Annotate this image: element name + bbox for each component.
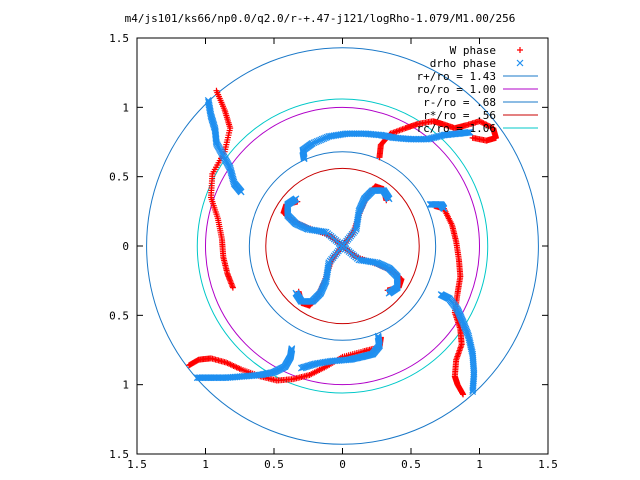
ring-2 xyxy=(248,151,437,341)
ring-layer xyxy=(146,47,539,445)
point-1-9 xyxy=(297,364,305,372)
legend-item: drho phase xyxy=(430,57,524,70)
legend-label: rc/ro = 1.06 xyxy=(417,122,496,135)
point-1-7 xyxy=(469,386,477,394)
point-0-5 xyxy=(476,118,483,125)
y-tick-label: 0.5 xyxy=(109,171,129,184)
point-1-6 xyxy=(440,205,448,212)
point-1-5 xyxy=(465,129,473,136)
point-0-5 xyxy=(477,118,484,125)
y-tick-label: 0 xyxy=(122,240,129,253)
x-tick-label: 0.5 xyxy=(401,458,421,471)
y-tick-label: 1 xyxy=(122,101,129,114)
point-1-7 xyxy=(469,388,477,396)
y-tick-label: 1.5 xyxy=(109,448,129,461)
legend-swatch xyxy=(516,59,524,67)
point-1-3 xyxy=(292,195,300,203)
x-tick-label: 0.5 xyxy=(264,458,284,471)
point-0-5 xyxy=(486,123,493,130)
point-1-5 xyxy=(464,129,471,136)
point-1-1 xyxy=(385,289,393,297)
legend-item: r+/ro = 1.43 xyxy=(417,70,538,83)
legend-label: drho phase xyxy=(430,57,496,70)
x-tick-label: 1 xyxy=(476,458,483,471)
legend-label: r-/ro = .68 xyxy=(423,96,496,109)
point-0-5 xyxy=(483,121,490,128)
y-tick-label: 1.5 xyxy=(109,32,129,45)
point-0-5 xyxy=(469,134,476,141)
point-0-5 xyxy=(487,123,494,130)
series-layer xyxy=(186,87,499,398)
point-1-0 xyxy=(385,195,393,203)
point-1-9 xyxy=(299,364,307,372)
ring-0 xyxy=(146,47,539,445)
series-1 xyxy=(193,96,478,396)
point-1-8 xyxy=(288,345,296,353)
point-0-5 xyxy=(479,119,486,126)
tick-layer: 1.5 1 0.5 0 0.5 1 1.51.510.500.511.5 xyxy=(109,32,558,471)
legend-item: ro/ro = 1.00 xyxy=(417,83,538,96)
legend-label: ro/ro = 1.00 xyxy=(417,83,496,96)
x-tick-label: 0 xyxy=(339,458,346,471)
point-0-5 xyxy=(480,120,487,127)
legend-swatch xyxy=(517,47,523,53)
legend-item: rc/ro = 1.06 xyxy=(417,122,538,135)
ring-3 xyxy=(265,167,420,325)
x-tick-label: 1.5 xyxy=(538,458,558,471)
legend-item: W phase xyxy=(450,44,523,57)
x-tick-label: 1 xyxy=(202,458,209,471)
legend-label: W phase xyxy=(450,44,496,57)
y-tick-label: 1 xyxy=(122,379,129,392)
point-1-5 xyxy=(466,128,474,136)
point-0-5 xyxy=(484,122,491,129)
point-1-4 xyxy=(237,188,245,196)
y-tick-label: 0.5 xyxy=(109,309,129,322)
point-1-4 xyxy=(212,137,220,145)
ring-1 xyxy=(205,106,480,386)
point-1-2 xyxy=(292,289,300,297)
x-tick-label: 1.5 xyxy=(127,458,147,471)
point-0-4 xyxy=(229,284,236,291)
legend-label: r*/ro = .56 xyxy=(423,109,496,122)
legend-label: r+/ro = 1.43 xyxy=(417,70,496,83)
point-0-6 xyxy=(460,391,467,398)
point-0-5 xyxy=(481,120,488,127)
chart-title: m4/js101/ks66/np0.0/q2.0/r-+.47-j121/log… xyxy=(125,12,516,25)
legend-item: r-/ro = .68 xyxy=(423,96,538,109)
ring-4 xyxy=(196,98,489,394)
legend-item: r*/ro = .56 xyxy=(423,109,538,122)
